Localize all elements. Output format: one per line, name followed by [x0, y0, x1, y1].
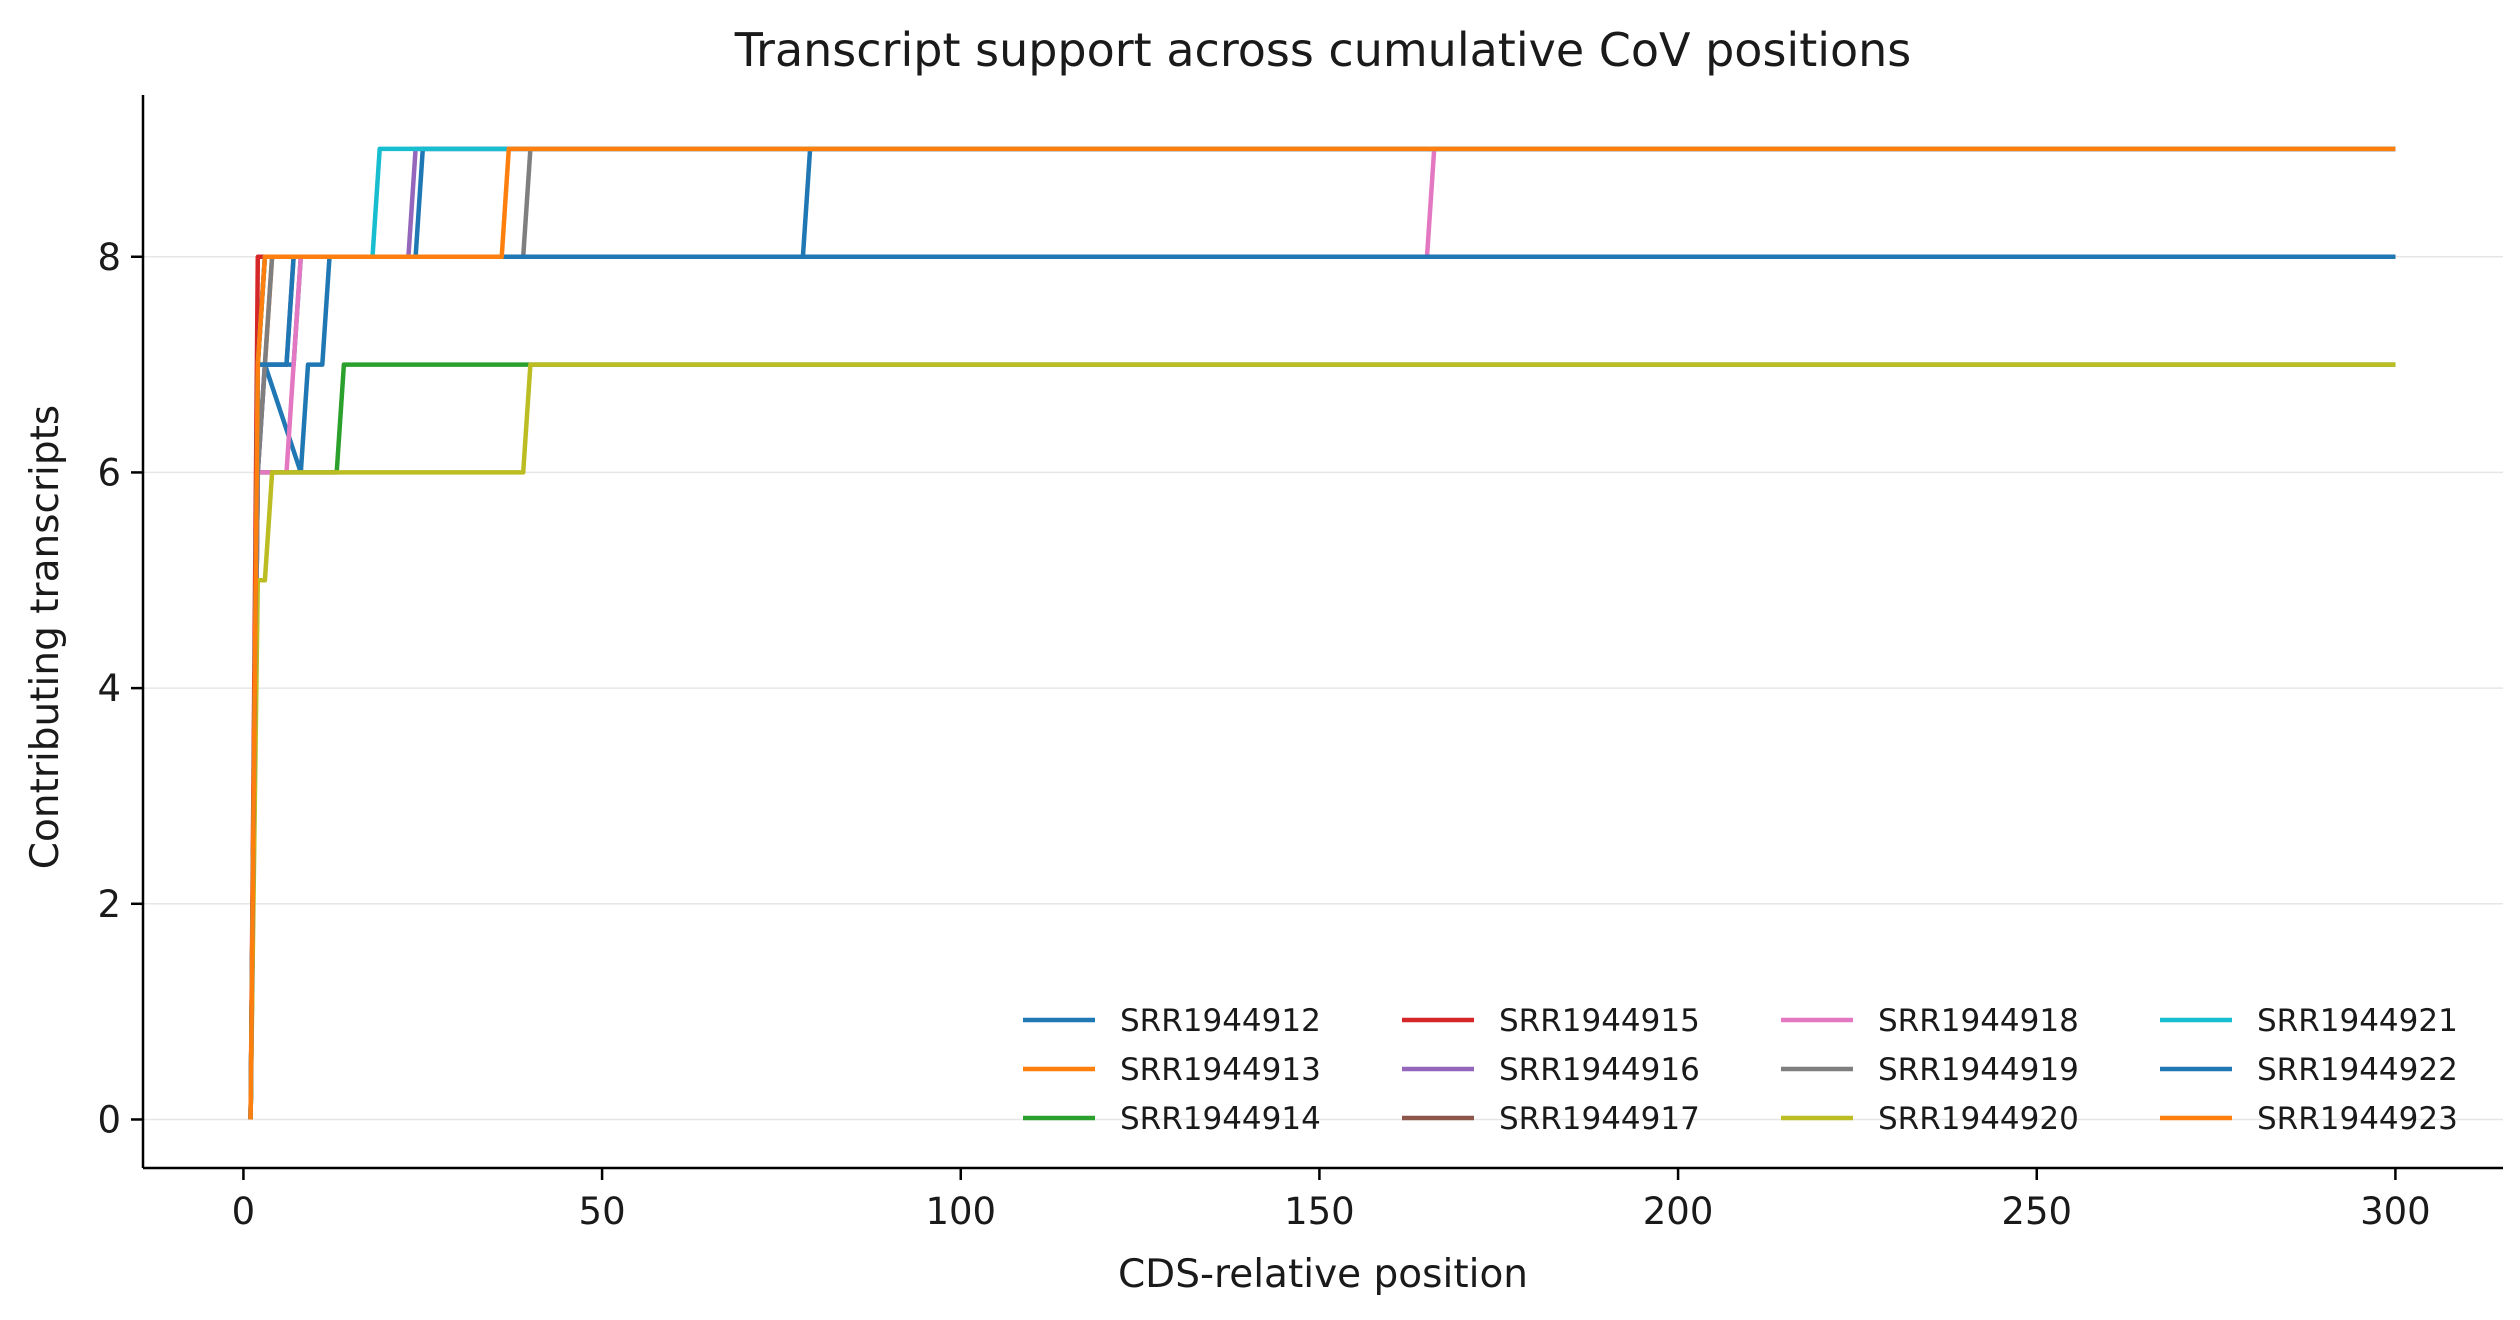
- y-ticks: 0 2 4 6 8: [97, 236, 143, 1141]
- x-tick-label: 0: [232, 1190, 256, 1233]
- series-line-srr1944916: [248, 146, 2396, 1120]
- legend-entry: SRR1944922: [2160, 1052, 2458, 1088]
- series-line-segment: [300, 146, 2396, 260]
- chart-title: Transcript support across cumulative CoV…: [734, 23, 1912, 77]
- y-tick-label: 6: [97, 451, 121, 494]
- legend-entry: SRR1944919: [1781, 1052, 2079, 1088]
- y-tick-label: 0: [97, 1098, 121, 1141]
- x-tick-label: 50: [579, 1190, 626, 1233]
- legend-entry: SRR1944915: [1402, 1003, 1700, 1039]
- legend-label: SRR1944915: [1499, 1003, 1700, 1039]
- legend-label: SRR1944918: [1878, 1003, 2079, 1039]
- legend-label: SRR1944922: [2257, 1052, 2458, 1088]
- legend-label: SRR1944921: [2257, 1003, 2458, 1039]
- legend-label: SRR1944914: [1120, 1101, 1321, 1137]
- legend-label: SRR1944923: [2257, 1101, 2458, 1137]
- x-tick-label: 250: [2001, 1190, 2072, 1233]
- x-tick-label: 100: [925, 1190, 996, 1233]
- series-line-segment: [248, 146, 2396, 1120]
- legend-label: SRR1944920: [1878, 1101, 2079, 1137]
- series-line-srr1944919: [248, 146, 2396, 1120]
- x-ticks: 0 50 100 150 200 250 300: [232, 1168, 2431, 1233]
- legend: SRR1944912 SRR1944913 SRR1944914 SRR1944915…: [1023, 1003, 2458, 1137]
- legend-entry: SRR1944914: [1023, 1101, 1321, 1137]
- legend-label: SRR1944912: [1120, 1003, 1321, 1039]
- grid: [143, 256, 2503, 1121]
- legend-label: SRR1944916: [1499, 1052, 1700, 1088]
- legend-entry: SRR1944923: [2160, 1101, 2458, 1137]
- legend-label: SRR1944913: [1120, 1052, 1321, 1088]
- legend-entry: SRR1944921: [2160, 1003, 2458, 1039]
- legend-entry: SRR1944917: [1402, 1101, 1700, 1137]
- legend-label: SRR1944917: [1499, 1101, 1700, 1137]
- series-layer: [248, 146, 2396, 1120]
- x-tick-label: 200: [1643, 1190, 1714, 1233]
- y-tick-label: 2: [97, 883, 121, 926]
- x-tick-label: 150: [1284, 1190, 1355, 1233]
- legend-entry: SRR1944912: [1023, 1003, 1321, 1039]
- legend-entry: SRR1944918: [1781, 1003, 2079, 1039]
- series-line-srr1944921: [248, 146, 2396, 1120]
- series-line-srr1944918: [248, 146, 2396, 1120]
- y-tick-label: 4: [97, 667, 121, 710]
- legend-entry: SRR1944920: [1781, 1101, 2079, 1137]
- y-axis-label: Contributing transcripts: [23, 405, 68, 869]
- series-line-srr1944923: [248, 146, 2396, 1120]
- legend-label: SRR1944919: [1878, 1052, 2079, 1088]
- y-tick-label: 8: [97, 236, 121, 279]
- legend-entry: SRR1944916: [1402, 1052, 1700, 1088]
- x-axis-label: CDS-relative position: [1118, 1252, 1528, 1297]
- x-tick-label: 300: [2360, 1190, 2431, 1233]
- legend-entry: SRR1944913: [1023, 1052, 1321, 1088]
